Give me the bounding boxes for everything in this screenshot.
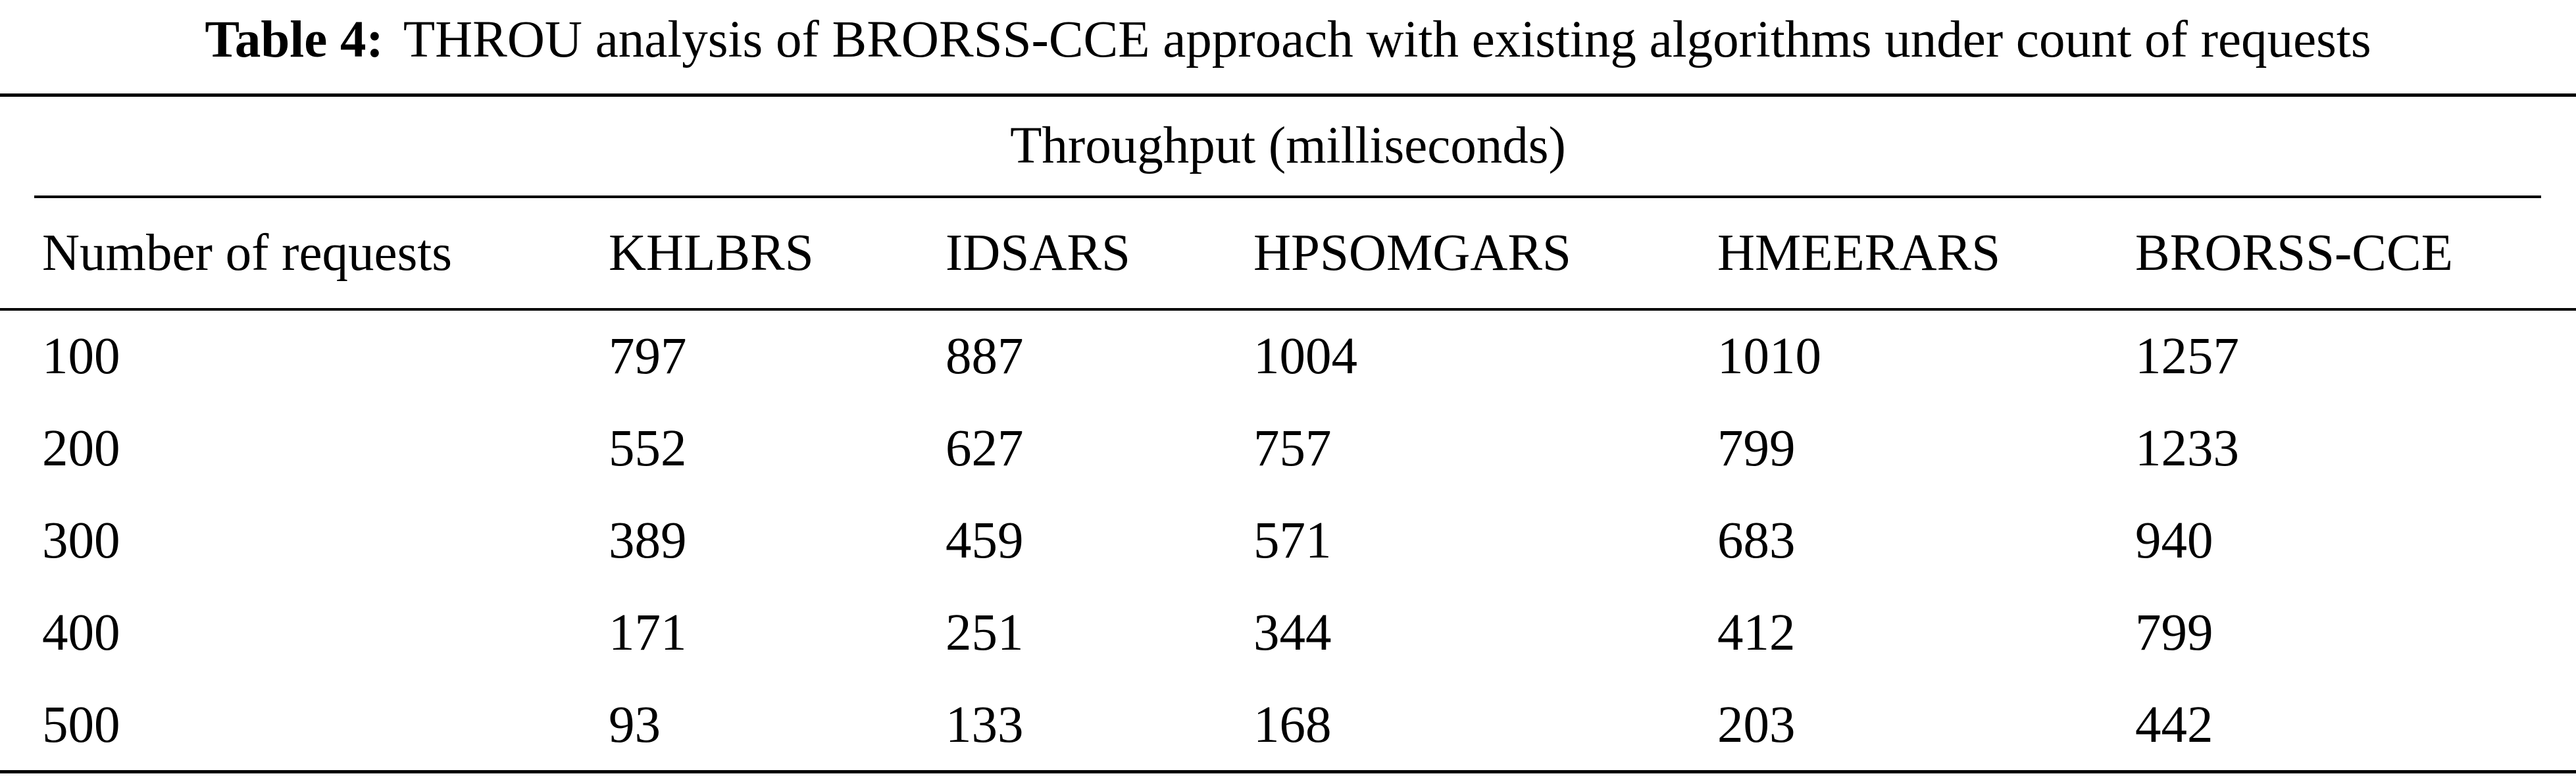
table-cell: 171 — [609, 604, 687, 662]
table-cell: 799 — [1717, 420, 1796, 477]
table-cell: 627 — [946, 420, 1024, 477]
table-cell: 168 — [1253, 696, 1332, 754]
column-header: HPSOMGARS — [1253, 224, 1571, 282]
table-cell: 799 — [2135, 604, 2213, 662]
table-cell: 251 — [946, 604, 1024, 662]
table-cell: 552 — [609, 420, 687, 477]
table-cell: 93 — [609, 696, 661, 754]
table-cell: 571 — [1253, 512, 1332, 569]
table-cell: 887 — [946, 328, 1024, 385]
table-cell: 400 — [42, 604, 120, 662]
table-cell: 344 — [1253, 604, 1332, 662]
bottom-rule — [0, 770, 2576, 773]
group-rule — [34, 195, 2541, 198]
table-row: 100 797 887 1004 1010 1257 — [0, 311, 2576, 403]
caption-label: Table 4: — [205, 11, 384, 68]
table-cell: 412 — [1717, 604, 1796, 662]
table-cell: 1257 — [2135, 328, 2239, 385]
table-row: 500 93 133 168 203 442 — [0, 679, 2576, 771]
table-row: 200 552 627 757 799 1233 — [0, 403, 2576, 495]
caption-text: THROU analysis of BRORSS-CCE approach wi… — [403, 11, 2371, 68]
table-cell: 500 — [42, 696, 120, 754]
table-cell: 133 — [946, 696, 1024, 754]
column-header: KHLBRS — [609, 224, 814, 282]
column-header: Number of requests — [42, 224, 453, 282]
table-cell: 940 — [2135, 512, 2213, 569]
table-cell: 203 — [1717, 696, 1796, 754]
table-cell: 389 — [609, 512, 687, 569]
table-cell: 1233 — [2135, 420, 2239, 477]
table-cell: 1004 — [1253, 328, 1357, 385]
table-cell: 100 — [42, 328, 120, 385]
top-rule — [0, 93, 2576, 97]
group-header: Throughput (milliseconds) — [1010, 117, 1566, 174]
column-header: BRORSS-CCE — [2135, 224, 2453, 282]
table-cell: 1010 — [1717, 328, 1821, 385]
header-rule — [0, 308, 2576, 311]
table-row: 300 389 459 571 683 940 — [0, 495, 2576, 587]
table-cell: 797 — [609, 328, 687, 385]
column-header: HMEERARS — [1717, 224, 2001, 282]
table-cell: 459 — [946, 512, 1024, 569]
table-caption: Table 4: THROU analysis of BRORSS-CCE ap… — [0, 0, 2576, 79]
column-header: IDSARS — [946, 224, 1130, 282]
table-header-row: Number of requests KHLBRS IDSARS HPSOMGA… — [0, 198, 2576, 308]
table-cell: 300 — [42, 512, 120, 569]
table-cell: 200 — [42, 420, 120, 477]
table-cell: 757 — [1253, 420, 1332, 477]
table-row: 400 171 251 344 412 799 — [0, 587, 2576, 679]
table-cell: 442 — [2135, 696, 2213, 754]
table-cell: 683 — [1717, 512, 1796, 569]
